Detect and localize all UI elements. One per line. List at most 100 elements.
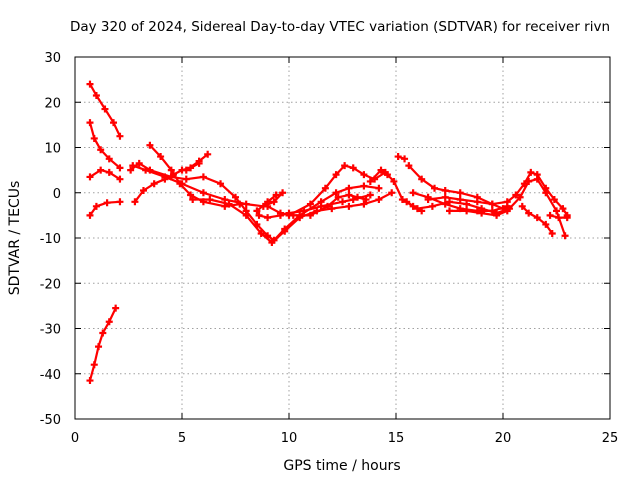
axis-ticks: 0 5 10 15 20 25 -50 -40 -30 -20 -10 0 10 20 30 <box>40 51 619 446</box>
series-track-22 <box>446 207 511 219</box>
x-axis-label: GPS time / hours <box>283 458 400 474</box>
data-point <box>360 200 368 208</box>
data-point <box>99 329 107 337</box>
y-tick-label: -50 <box>40 413 61 428</box>
data-point <box>493 211 501 219</box>
data-point <box>127 166 135 174</box>
y-tick-label: -10 <box>40 232 61 247</box>
data-point <box>345 191 353 199</box>
series-line <box>88 307 117 382</box>
data-point <box>116 132 124 140</box>
series-line <box>405 178 567 237</box>
data-point <box>242 211 250 219</box>
grid <box>75 57 610 419</box>
data-point <box>503 198 511 206</box>
data-point <box>548 229 556 237</box>
series-track-16 <box>366 166 391 185</box>
data-point <box>428 202 436 210</box>
data-point <box>324 202 332 210</box>
series-track-13 <box>253 191 280 215</box>
data-point <box>555 214 563 222</box>
data-point <box>112 304 120 312</box>
data-point <box>394 153 402 161</box>
data-point <box>559 205 567 213</box>
x-tick-label: 5 <box>178 431 186 446</box>
data-point <box>398 196 406 204</box>
y-tick-label: -20 <box>40 277 61 292</box>
data-point <box>401 155 409 163</box>
data-point <box>362 196 370 204</box>
data-point <box>206 196 214 204</box>
data-point <box>268 239 276 247</box>
series-track-2 <box>86 119 124 172</box>
data-point <box>403 198 411 206</box>
chart-title: Day 320 of 2024, Sidereal Day-to-day VTE… <box>70 19 610 35</box>
data-point <box>95 343 103 351</box>
series-track-10 <box>182 150 212 174</box>
data-point <box>92 91 100 99</box>
series-track-14 <box>264 191 370 219</box>
data-point <box>550 196 558 204</box>
data-point <box>232 193 239 201</box>
data-point <box>86 377 94 385</box>
data-point <box>135 159 143 167</box>
data-point <box>110 119 118 127</box>
data-point <box>533 214 541 222</box>
data-point <box>441 200 449 208</box>
data-point <box>86 119 94 127</box>
data-point <box>383 171 391 179</box>
data-point <box>187 191 195 199</box>
data-point <box>97 166 105 174</box>
series-track-3 <box>86 304 120 385</box>
data-point <box>306 200 314 208</box>
data-point <box>270 198 278 206</box>
data-point <box>189 196 197 204</box>
data-point <box>349 164 357 172</box>
data-point <box>103 199 111 207</box>
series-line <box>88 200 122 217</box>
data-point <box>90 134 98 142</box>
data-point <box>446 207 453 215</box>
data-point <box>546 211 554 219</box>
data-point <box>431 184 439 192</box>
data-point <box>456 196 464 204</box>
data-point <box>366 177 374 185</box>
data-point <box>279 189 287 197</box>
data-point <box>525 209 533 217</box>
data-point <box>86 211 94 219</box>
data-point <box>105 155 113 163</box>
data-point <box>176 180 184 188</box>
data-point <box>221 196 229 204</box>
data-point <box>463 207 471 215</box>
series-track-1 <box>86 80 124 140</box>
series-track-11 <box>189 189 396 247</box>
y-tick-label: 0 <box>53 187 61 202</box>
data-point <box>328 205 336 213</box>
data-point <box>264 214 272 222</box>
data-point <box>446 198 453 206</box>
series-track-23 <box>518 202 556 237</box>
data-point <box>527 168 535 176</box>
data-point <box>139 186 147 194</box>
data-point <box>473 198 481 206</box>
data-point <box>276 209 284 217</box>
data-point <box>388 189 396 197</box>
y-tick-label: -40 <box>40 368 61 383</box>
data-point <box>424 196 432 204</box>
data-point <box>272 191 280 199</box>
data-point <box>242 200 250 208</box>
data-point <box>116 175 124 183</box>
x-tick-label: 10 <box>281 431 298 446</box>
data-point <box>182 166 190 174</box>
series-line <box>287 164 423 217</box>
data-point <box>225 200 233 208</box>
data-point <box>563 214 571 222</box>
data-point <box>360 182 368 190</box>
series-track-17 <box>394 153 409 163</box>
data-point <box>97 146 105 154</box>
data-point <box>167 166 175 174</box>
data-point <box>456 189 464 197</box>
x-tick-label: 15 <box>388 431 405 446</box>
data-point <box>167 173 175 181</box>
series-track-24 <box>546 211 571 222</box>
